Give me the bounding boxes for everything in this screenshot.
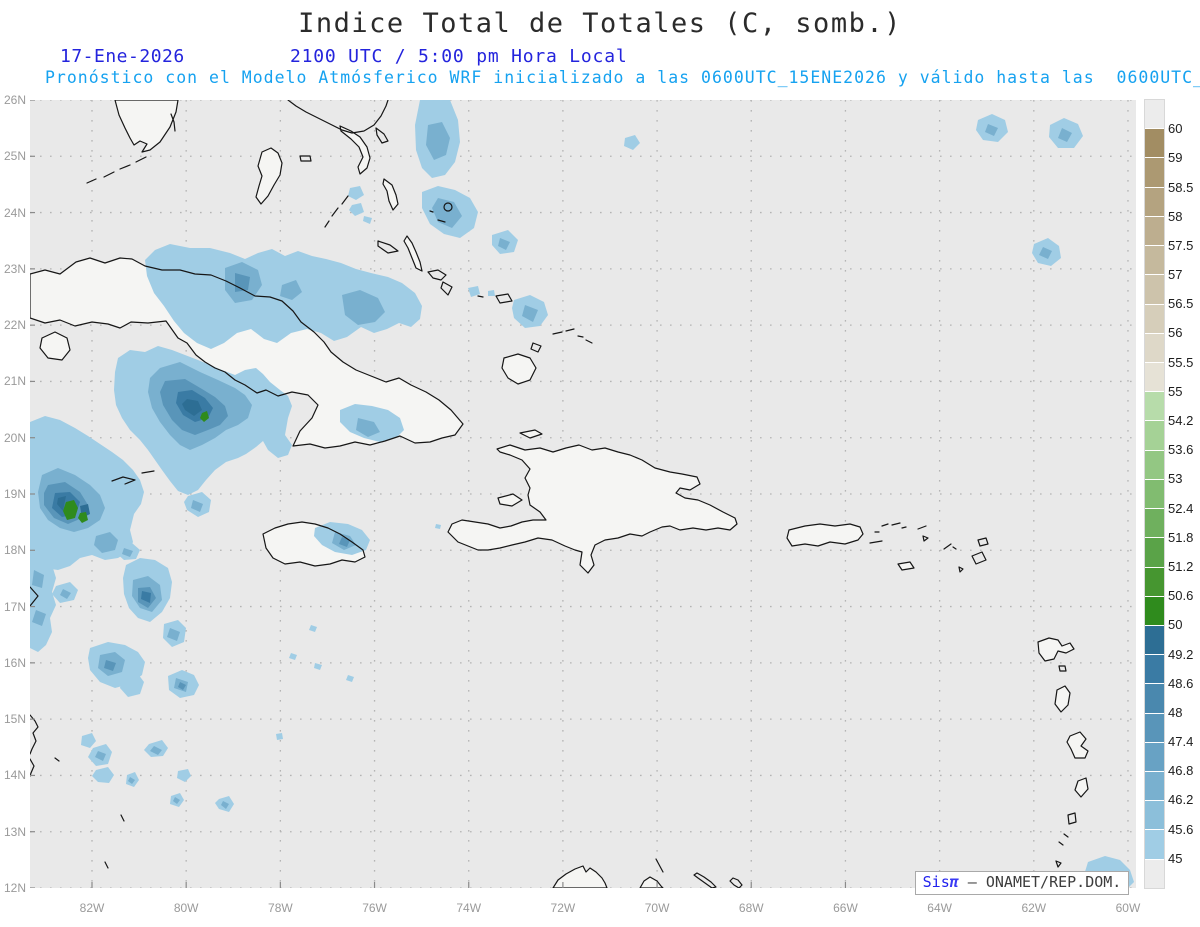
page-title: Indice Total de Totales (C, somb.): [298, 8, 902, 39]
lat-label: 25N: [3, 149, 26, 164]
colorbar-label: 59: [1168, 150, 1183, 166]
colorbar-label: 47.4: [1168, 734, 1194, 750]
colorbar-segment: [1145, 275, 1164, 304]
branding-sis: Sis: [922, 873, 950, 891]
lon-label: 62W: [1021, 901, 1047, 915]
branding-agency: – ONAMET/REP.DOM.: [958, 873, 1122, 891]
coastline-layer: [29, 99, 1089, 889]
graticule-grid: [30, 99, 1136, 889]
colorbar-segment: [1145, 187, 1164, 216]
colorbar-label: 45.6: [1168, 821, 1194, 837]
colorbar-label: 58: [1168, 208, 1183, 224]
colorbar-label: 50.6: [1168, 588, 1194, 604]
colorbar-label: 52.4: [1168, 500, 1194, 516]
lon-label: 60W: [1115, 901, 1141, 915]
lat-label: 20N: [3, 430, 26, 445]
lat-label: 23N: [3, 261, 26, 276]
colorbar-segment: [1145, 304, 1164, 333]
colorbar-label: 50: [1168, 617, 1183, 633]
colorbar-label: 48: [1168, 704, 1183, 720]
lon-label: 74W: [456, 901, 482, 915]
colorbar-label: 45: [1168, 850, 1183, 866]
colorbar-segment: [1145, 100, 1164, 129]
lon-label: 82W: [79, 901, 105, 915]
colorbar-label: 46.2: [1168, 792, 1194, 808]
colorbar-segment: [1145, 713, 1164, 742]
forecast-date: 17-Ene-2026: [60, 46, 185, 67]
lon-label: 64W: [927, 901, 952, 915]
colorbar-segment: [1145, 333, 1164, 362]
colorbar-label: 51.8: [1168, 529, 1194, 545]
colorbar-segment: [1145, 567, 1164, 596]
colorbar-segment: [1145, 655, 1164, 684]
colorbar-segment: [1145, 625, 1164, 655]
colorbar-label: 46.8: [1168, 763, 1194, 779]
colorbar-label: 60: [1168, 121, 1183, 137]
branding-box: Sisπ – ONAMET/REP.DOM.: [915, 871, 1129, 895]
lon-label: 66W: [833, 901, 858, 915]
colorbar-segment: [1145, 479, 1164, 509]
colorbar-label: 56.5: [1168, 296, 1194, 312]
colorbar-label: 48.6: [1168, 675, 1194, 691]
colorbar-label: 54.2: [1168, 413, 1194, 429]
lat-label: 26N: [3, 93, 26, 107]
colorbar-segment: [1145, 772, 1164, 801]
lat-label: 17N: [3, 599, 26, 614]
colorbar-label: 53: [1168, 471, 1183, 487]
colorbar-segment: [1145, 158, 1164, 187]
lat-label: 22N: [3, 318, 26, 333]
colorbar-segment: [1145, 684, 1164, 713]
lat-label: 15N: [3, 712, 26, 727]
lat-label: 18N: [3, 543, 26, 558]
colorbar-label: 53.6: [1168, 442, 1194, 458]
map-svg: [29, 99, 1136, 889]
model-init-line: Pronóstico con el Modelo Atmósferico WRF…: [45, 68, 1200, 87]
lat-label: 13N: [3, 824, 26, 839]
colorbar-segment: [1145, 129, 1164, 158]
colorbar-segment: [1145, 596, 1164, 625]
colorbar-label: 49.2: [1168, 646, 1194, 662]
colorbar-segment: [1145, 246, 1164, 275]
colorbar-label: 58.5: [1168, 179, 1194, 195]
forecast-valid-time: 2100 UTC / 5:00 pm Hora Local: [290, 46, 628, 67]
lat-label: 21N: [3, 374, 26, 389]
lat-label: 12N: [3, 881, 26, 895]
colorbar-segment: [1145, 392, 1164, 421]
colorbar-label: 51.2: [1168, 558, 1194, 574]
colorbar-label: 57.5: [1168, 237, 1194, 253]
lat-label: 16N: [3, 655, 26, 670]
lon-label: 72W: [550, 901, 576, 915]
colorbar-segment: [1145, 742, 1164, 772]
colorbar-segment: [1145, 509, 1164, 538]
colorbar: [1144, 99, 1165, 889]
lon-label: 70W: [644, 901, 670, 915]
lat-label: 24N: [3, 205, 26, 220]
branding-pi-icon: π: [949, 873, 959, 891]
colorbar-segment: [1145, 801, 1164, 830]
lat-label: 19N: [3, 487, 26, 501]
map-canvas: [29, 99, 1136, 889]
totals-index-shading: [30, 100, 1134, 888]
colorbar-label: 57: [1168, 267, 1183, 283]
colorbar-segment: [1145, 830, 1164, 859]
colorbar-segment: [1145, 450, 1164, 479]
colorbar-segment: [1145, 421, 1164, 450]
lon-label: 78W: [268, 901, 293, 915]
lon-label: 68W: [738, 901, 764, 915]
colorbar-segment: [1145, 362, 1164, 392]
lon-label: 80W: [173, 901, 199, 915]
colorbar-segment: [1145, 538, 1164, 567]
lon-label: 76W: [362, 901, 387, 915]
lat-label: 14N: [3, 768, 26, 783]
colorbar-segment: [1145, 859, 1164, 888]
colorbar-label: 55: [1168, 383, 1183, 399]
colorbar-label: 56: [1168, 325, 1183, 341]
colorbar-label: 55.5: [1168, 354, 1194, 370]
colorbar-segment: [1145, 216, 1164, 246]
